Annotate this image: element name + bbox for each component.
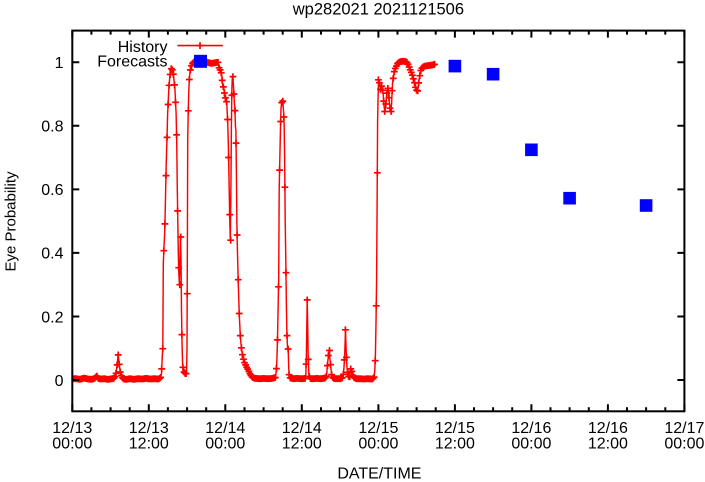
svg-text:0.2: 0.2 bbox=[41, 309, 63, 326]
svg-text:Forecasts: Forecasts bbox=[97, 54, 167, 71]
svg-text:12/15: 12/15 bbox=[435, 420, 475, 437]
svg-text:DATE/TIME: DATE/TIME bbox=[337, 465, 421, 482]
svg-text:12/16: 12/16 bbox=[511, 420, 551, 437]
svg-text:12/14: 12/14 bbox=[205, 420, 245, 437]
svg-text:1: 1 bbox=[55, 55, 64, 72]
svg-text:00:00: 00:00 bbox=[511, 435, 551, 452]
svg-text:0: 0 bbox=[55, 373, 64, 390]
svg-text:12/17: 12/17 bbox=[664, 420, 704, 437]
svg-text:History: History bbox=[118, 39, 168, 56]
svg-text:12/16: 12/16 bbox=[588, 420, 628, 437]
svg-text:00:00: 00:00 bbox=[358, 435, 398, 452]
svg-text:12:00: 12:00 bbox=[129, 435, 169, 452]
svg-text:0.4: 0.4 bbox=[41, 246, 63, 263]
svg-text:wp282021 2021121506: wp282021 2021121506 bbox=[292, 0, 464, 18]
svg-text:0.8: 0.8 bbox=[41, 119, 63, 136]
svg-text:Eye Probability: Eye Probability bbox=[2, 171, 19, 272]
svg-text:12/15: 12/15 bbox=[358, 420, 398, 437]
svg-text:12/13: 12/13 bbox=[129, 420, 169, 437]
svg-text:00:00: 00:00 bbox=[52, 435, 92, 452]
svg-text:00:00: 00:00 bbox=[205, 435, 245, 452]
svg-text:12/13: 12/13 bbox=[52, 420, 92, 437]
svg-text:12:00: 12:00 bbox=[282, 435, 322, 452]
svg-text:12:00: 12:00 bbox=[435, 435, 475, 452]
svg-text:0.6: 0.6 bbox=[41, 182, 63, 199]
svg-text:00:00: 00:00 bbox=[664, 435, 704, 452]
svg-text:12:00: 12:00 bbox=[588, 435, 628, 452]
svg-text:12/14: 12/14 bbox=[282, 420, 322, 437]
